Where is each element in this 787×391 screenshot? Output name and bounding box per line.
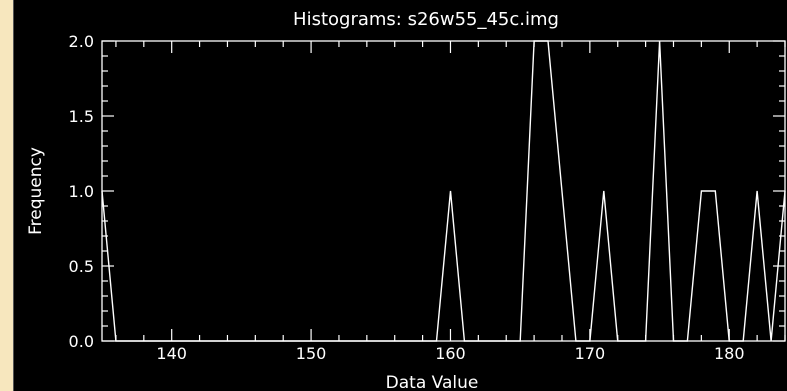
plot-window: Histograms: s26w55_45c.img Data Value Fr… — [13, 0, 787, 391]
chart-title: Histograms: s26w55_45c.img — [293, 9, 559, 30]
y-tick-label: 0.0 — [69, 332, 94, 351]
plot-area — [101, 40, 786, 342]
histogram-chart: Histograms: s26w55_45c.img Data Value Fr… — [26, 9, 786, 391]
x-tick-label: 180 — [714, 344, 745, 363]
y-tick-label: 2.0 — [69, 32, 94, 51]
x-tick-label: 150 — [296, 344, 327, 363]
histogram-line — [101, 40, 786, 342]
y-tick-label: 0.5 — [69, 257, 94, 276]
y-tick-label: 1.0 — [69, 182, 94, 201]
y-axis-label: Frequency — [26, 147, 46, 235]
x-tick-label: 140 — [156, 344, 187, 363]
axis-tick-labels: 140 150 160 170 180 0.0 0.5 1.0 1.5 2.0 — [69, 32, 745, 363]
x-tick-label: 160 — [435, 344, 466, 363]
x-tick-label: 170 — [575, 344, 606, 363]
y-tick-label: 1.5 — [69, 107, 94, 126]
axis-ticks — [102, 40, 786, 342]
x-axis-label: Data Value — [386, 373, 479, 391]
